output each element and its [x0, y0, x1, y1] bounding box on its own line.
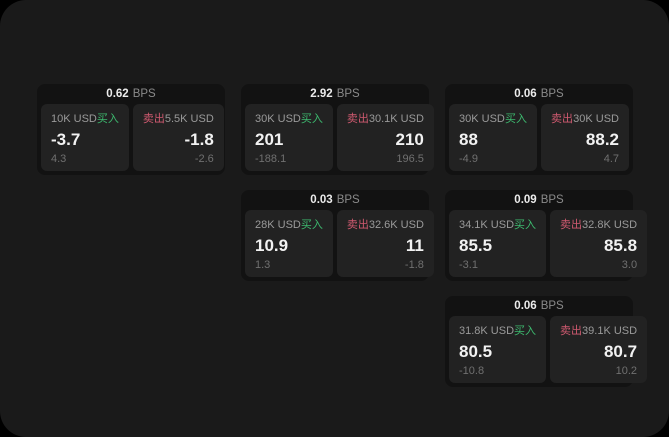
buy-amount: 30K USD	[255, 113, 301, 125]
sell-change: -2.6	[194, 153, 214, 165]
buy-side-label: 买入	[300, 113, 323, 125]
sell-amount: 30.1K USD	[368, 113, 424, 125]
sell-amount: 30K USD	[573, 113, 619, 125]
quote-panels: 34.1K USD 买入 85.5 -3.1 卖出 32.8K USD 85.8…	[449, 210, 648, 277]
buy-price: 201	[255, 130, 284, 149]
sell-panel[interactable]: 卖出 39.1K USD 80.7 10.2	[550, 316, 648, 383]
sell-price: -1.8	[184, 130, 214, 149]
sell-amount: 39.1K USD	[582, 325, 638, 337]
buy-panel[interactable]: 34.1K USD 买入 85.5 -3.1	[449, 210, 547, 277]
sell-price: 88.2	[585, 130, 619, 149]
buy-panel[interactable]: 31.8K USD 买入 80.5 -10.8	[449, 316, 547, 383]
spread-value: 0.03	[310, 194, 333, 206]
buy-panel[interactable]: 10K USD 买入 -3.7 4.3	[41, 104, 129, 171]
quote-panels: 31.8K USD 买入 80.5 -10.8 卖出 39.1K USD 80.…	[449, 316, 648, 383]
buy-price: 85.5	[459, 236, 493, 255]
buy-change: -10.8	[459, 365, 485, 377]
buy-panel[interactable]: 30K USD 买入 201 -188.1	[245, 104, 333, 171]
sell-amount: 32.6K USD	[368, 219, 424, 231]
quote-card: 0.06 BPS 31.8K USD 买入 80.5 -10.8 卖出 39.1K…	[445, 296, 648, 387]
sell-change: 3.0	[621, 259, 638, 271]
sell-amount: 5.5K USD	[164, 113, 214, 125]
quote-card: 0.06 BPS 30K USD 买入 88 -4.9 卖出 30K USD	[445, 84, 633, 175]
spread-header: 0.09 BPS	[449, 190, 629, 210]
spread-value: 0.09	[514, 194, 537, 206]
sell-change: 196.5	[396, 153, 424, 165]
buy-change: 4.3	[51, 153, 67, 165]
quote-card: 0.62 BPS 10K USD 买入 -3.7 4.3 卖出 5.5K USD	[37, 84, 225, 175]
buy-change: -4.9	[459, 153, 478, 165]
quote-panels: 30K USD 买入 88 -4.9 卖出 30K USD 88.2 4.7	[449, 104, 629, 171]
buy-side-label: 买入	[300, 219, 323, 231]
sell-price: 80.7	[603, 342, 638, 361]
sell-side-label: 卖出	[551, 113, 573, 125]
sell-amount: 32.8K USD	[582, 219, 638, 231]
sell-panel[interactable]: 卖出 30.1K USD 210 196.5	[336, 104, 434, 171]
quote-panels: 10K USD 买入 -3.7 4.3 卖出 5.5K USD -1.8 -2.…	[41, 104, 224, 171]
spread-header: 0.03 BPS	[245, 190, 425, 210]
spread-unit: BPS	[132, 88, 156, 100]
spread-header: 0.06 BPS	[449, 296, 629, 316]
spread-header: 0.06 BPS	[449, 84, 629, 104]
buy-side-label: 买入	[514, 325, 537, 337]
spread-unit: BPS	[336, 88, 360, 100]
sell-price: 210	[395, 130, 424, 149]
buy-amount: 28K USD	[255, 219, 301, 231]
quote-card: 0.03 BPS 28K USD 买入 10.9 1.3 卖出 32.6K USD	[241, 190, 434, 281]
sell-panel[interactable]: 卖出 5.5K USD -1.8 -2.6	[132, 104, 224, 171]
quotes-grid: 0.62 BPS 10K USD 买入 -3.7 4.3 卖出 5.5K USD	[37, 84, 648, 387]
spread-value: 0.06	[514, 88, 537, 100]
spread-header: 0.62 BPS	[41, 84, 221, 104]
sell-side-label: 卖出	[560, 219, 583, 231]
buy-change: 1.3	[255, 259, 271, 271]
buy-side-label: 买入	[505, 113, 527, 125]
sell-panel[interactable]: 卖出 32.6K USD 11 -1.8	[336, 210, 434, 277]
spread-value: 0.62	[106, 88, 129, 100]
buy-price: -3.7	[51, 130, 81, 149]
buy-amount: 34.1K USD	[459, 219, 515, 231]
spread-unit: BPS	[540, 88, 564, 100]
sell-side-label: 卖出	[142, 113, 165, 125]
sell-side-label: 卖出	[346, 113, 369, 125]
spread-unit: BPS	[540, 300, 564, 312]
sell-change: 10.2	[615, 365, 638, 377]
spread-unit: BPS	[540, 194, 564, 206]
buy-panel[interactable]: 30K USD 买入 88 -4.9	[449, 104, 537, 171]
spread-header: 2.92 BPS	[245, 84, 425, 104]
spread-value: 0.06	[514, 300, 537, 312]
quote-card: 0.09 BPS 34.1K USD 买入 85.5 -3.1 卖出 32.8K …	[445, 190, 648, 281]
sell-change: 4.7	[603, 153, 619, 165]
sell-change: -1.8	[404, 259, 424, 271]
buy-panel[interactable]: 28K USD 买入 10.9 1.3	[245, 210, 333, 277]
sell-side-label: 卖出	[560, 325, 583, 337]
spread-value: 2.92	[310, 88, 333, 100]
sell-panel[interactable]: 卖出 30K USD 88.2 4.7	[541, 104, 629, 171]
buy-amount: 31.8K USD	[459, 325, 515, 337]
buy-change: -3.1	[459, 259, 478, 271]
sell-panel[interactable]: 卖出 32.8K USD 85.8 3.0	[550, 210, 648, 277]
buy-price: 80.5	[459, 342, 493, 361]
sell-side-label: 卖出	[346, 219, 369, 231]
buy-price: 10.9	[255, 236, 289, 255]
spread-unit: BPS	[336, 194, 360, 206]
buy-price: 88	[459, 130, 478, 149]
buy-side-label: 买入	[514, 219, 537, 231]
quote-card: 2.92 BPS 30K USD 买入 201 -188.1 卖出 30.1K U…	[241, 84, 434, 175]
quote-panels: 28K USD 买入 10.9 1.3 卖出 32.6K USD 11 -1.8	[245, 210, 434, 277]
quote-panels: 30K USD 买入 201 -188.1 卖出 30.1K USD 210 1…	[245, 104, 434, 171]
buy-amount: 30K USD	[459, 113, 505, 125]
buy-amount: 10K USD	[51, 113, 97, 125]
buy-side-label: 买入	[96, 113, 119, 125]
buy-change: -188.1	[255, 153, 287, 165]
sell-price: 11	[405, 236, 424, 255]
sell-price: 85.8	[603, 236, 638, 255]
